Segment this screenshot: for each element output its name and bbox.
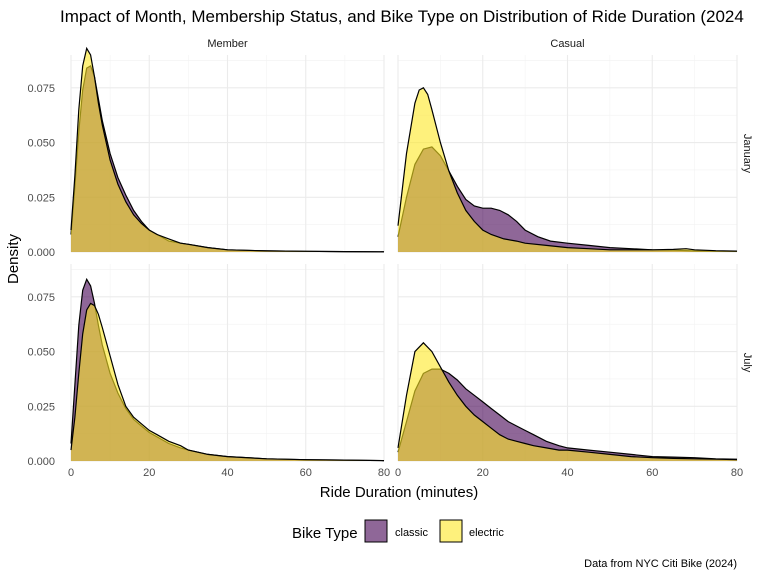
chart-caption: Data from NYC Citi Bike (2024) — [584, 558, 737, 570]
x-axis-title-group: Ride Duration (minutes) — [320, 484, 478, 501]
density-area-electric — [71, 303, 384, 461]
x-tick-label: 40 — [561, 467, 573, 479]
legend: Bike Type classic electric — [292, 519, 504, 543]
y-tick-label: 0.025 — [27, 192, 55, 204]
facet-col-label: Member — [207, 38, 248, 50]
density-line-electric — [397, 87, 738, 252]
y-tick-label: 0.000 — [27, 456, 55, 468]
x-tick-label: 60 — [646, 467, 658, 479]
legend-label-electric: electric — [469, 527, 504, 539]
y-tick-label: 0.050 — [27, 138, 55, 150]
y-tick-label: 0.050 — [27, 347, 55, 359]
panel-july-casual: 0 20 40 60 80 July — [395, 264, 753, 479]
density-area-classic — [398, 146, 737, 252]
facet-panels: 0.000 0.025 0.050 0.075 Member Casual January 0… — [27, 38, 753, 479]
chart-title: Impact of Month, Membership Status, and … — [60, 7, 744, 26]
density-line-electric — [397, 341, 738, 461]
x-tick-label: 40 — [221, 467, 233, 479]
x-tick-label: 80 — [731, 467, 743, 479]
density-area-electric — [398, 87, 737, 252]
density-area-electric — [71, 48, 384, 253]
y-tick-label: 0.075 — [27, 83, 55, 95]
x-tick-label: 20 — [477, 467, 489, 479]
density-line-electric — [70, 46, 385, 253]
x-axis-title: Ride Duration (minutes) — [320, 484, 478, 501]
legend-key-electric — [439, 519, 463, 543]
panel-july-member: 0 20 40 60 80 0.000 0.025 0.050 0.075 — [27, 264, 390, 479]
legend-label-classic: classic — [395, 527, 429, 539]
x-tick-label: 0 — [68, 467, 74, 479]
x-tick-label: 20 — [143, 467, 155, 479]
y-axis-title: Density — [5, 233, 22, 284]
x-tick-label: 60 — [300, 467, 312, 479]
y-tick-label: 0.075 — [27, 292, 55, 304]
density-line-electric — [70, 302, 385, 462]
panel-january-casual: Casual January — [397, 38, 753, 253]
x-tick-label: 0 — [395, 467, 401, 479]
x-tick-label: 80 — [378, 467, 390, 479]
y-axis-title-group: Density — [5, 233, 22, 284]
panel-january-member: 0.000 0.025 0.050 0.075 Member — [27, 38, 385, 259]
facet-col-label: Casual — [550, 38, 584, 50]
legend-title: Bike Type — [292, 525, 358, 542]
y-tick-label: 0.025 — [27, 401, 55, 413]
legend-key-classic — [364, 519, 388, 543]
facet-row-label: July — [741, 353, 753, 373]
y-tick-label: 0.000 — [27, 247, 55, 259]
density-area-electric — [398, 342, 737, 461]
facet-row-label: January — [741, 134, 753, 174]
